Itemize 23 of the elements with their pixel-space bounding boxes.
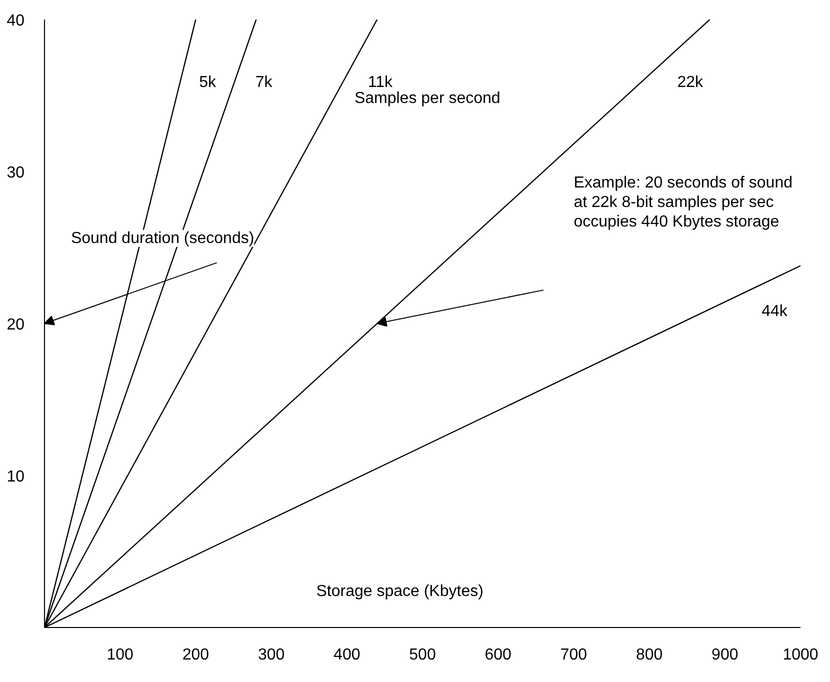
x-tick-label: 1000	[782, 646, 818, 664]
x-tick-label: 300	[258, 646, 285, 664]
y-axis-title: Sound duration (seconds)	[70, 230, 254, 247]
series-label: 11k	[368, 74, 394, 92]
x-tick-label: 100	[106, 646, 134, 664]
annotation: Example: 20 seconds of sound at 22k 8-bit samples per sec occupies 440 Kbytes storage	[574, 174, 793, 231]
x-tick-label: 800	[636, 646, 663, 664]
x-tick-label: 200	[182, 646, 210, 664]
x-tick-label: 600	[484, 646, 512, 664]
x-tick-label: 700	[560, 646, 588, 664]
series-label: 7k	[255, 74, 274, 92]
y-tick-label: 30	[6, 164, 25, 182]
y-tick-label: 10	[6, 468, 25, 486]
x-tick-label: 900	[712, 646, 738, 664]
x-tick-label: 400	[334, 646, 360, 664]
x-tick-label: 500	[409, 646, 436, 664]
annotation: Samples per second	[354, 90, 500, 108]
y-tick-label: 20	[6, 316, 25, 334]
y-tick-label: 40	[6, 12, 25, 30]
x-axis-title: Storage space (Kbytes)	[316, 583, 484, 600]
series-label: 22k	[677, 74, 704, 92]
series-label: 5k	[199, 74, 218, 92]
series-label: 44k	[762, 303, 788, 320]
